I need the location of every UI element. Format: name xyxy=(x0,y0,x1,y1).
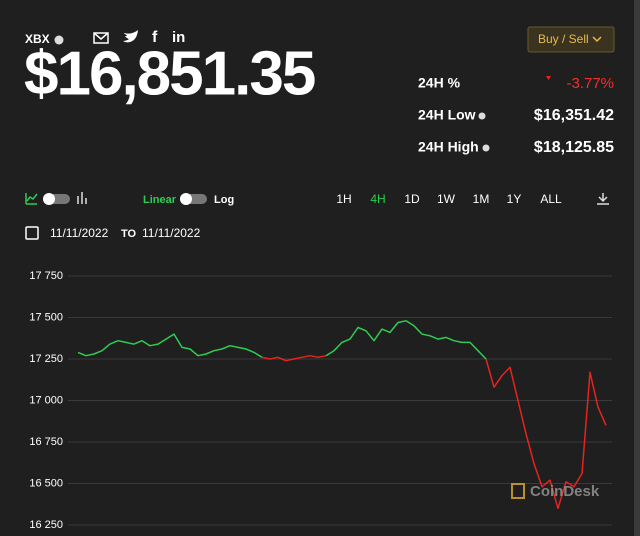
info-icon[interactable] xyxy=(482,144,490,152)
change-value: -3.77% xyxy=(566,75,614,92)
y-tick-label: 16 750 xyxy=(29,436,63,448)
low-label: 24H Low xyxy=(418,107,476,123)
y-tick-label: 17 500 xyxy=(29,311,63,323)
mail-icon[interactable] xyxy=(93,32,109,44)
from-date[interactable]: 11/11/2022 xyxy=(50,226,109,240)
buy-sell-label: Buy / Sell xyxy=(538,32,589,46)
watermark: CoinDesk xyxy=(530,483,600,500)
low-value: $16,351.42 xyxy=(534,107,614,124)
y-tick-label: 16 500 xyxy=(29,477,63,489)
change-label: 24H % xyxy=(418,75,461,91)
calendar-icon[interactable] xyxy=(25,226,39,240)
range-button[interactable]: 1Y xyxy=(507,192,522,206)
chevron xyxy=(592,36,602,43)
twitter-icon[interactable] xyxy=(123,30,138,43)
range-button[interactable]: 1D xyxy=(404,192,420,206)
high-label: 24H High xyxy=(418,139,479,155)
bar-icon[interactable] xyxy=(77,192,87,204)
toggle-knob xyxy=(43,193,55,205)
mail-flap xyxy=(93,32,109,40)
y-tick-label: 16 250 xyxy=(29,519,63,531)
range-button[interactable]: 1H xyxy=(336,192,351,206)
linear-label[interactable]: Linear xyxy=(143,194,177,206)
y-tick-label: 17 000 xyxy=(29,394,63,406)
watermark-icon xyxy=(511,483,525,499)
range-button[interactable]: 1M xyxy=(473,192,490,206)
price-line xyxy=(261,354,607,510)
info-icon[interactable] xyxy=(478,112,486,120)
symbol: XBX xyxy=(25,32,50,46)
price-line xyxy=(77,320,487,360)
area-icon[interactable] xyxy=(25,193,38,205)
range-button[interactable]: ALL xyxy=(540,192,562,206)
price: $16,851.35 xyxy=(24,39,315,108)
range-button[interactable]: 1W xyxy=(437,192,456,206)
toggle-knob xyxy=(180,193,192,205)
high-value: $18,125.85 xyxy=(534,139,614,156)
y-tick-label: 17 750 xyxy=(29,270,63,282)
scrollbar xyxy=(634,0,640,536)
facebook-icon[interactable]: f xyxy=(152,29,158,46)
log-label[interactable]: Log xyxy=(214,194,234,206)
download-icon[interactable] xyxy=(597,193,609,205)
info-icon[interactable] xyxy=(54,35,64,45)
buy-sell-button[interactable] xyxy=(527,26,615,53)
down-arrow xyxy=(546,76,551,80)
linkedin-icon[interactable]: in xyxy=(172,29,185,46)
to-label: TO xyxy=(121,228,137,240)
to-date[interactable]: 11/11/2022 xyxy=(142,226,201,240)
y-tick-label: 17 250 xyxy=(29,353,63,365)
range-button[interactable]: 4H xyxy=(370,192,385,206)
